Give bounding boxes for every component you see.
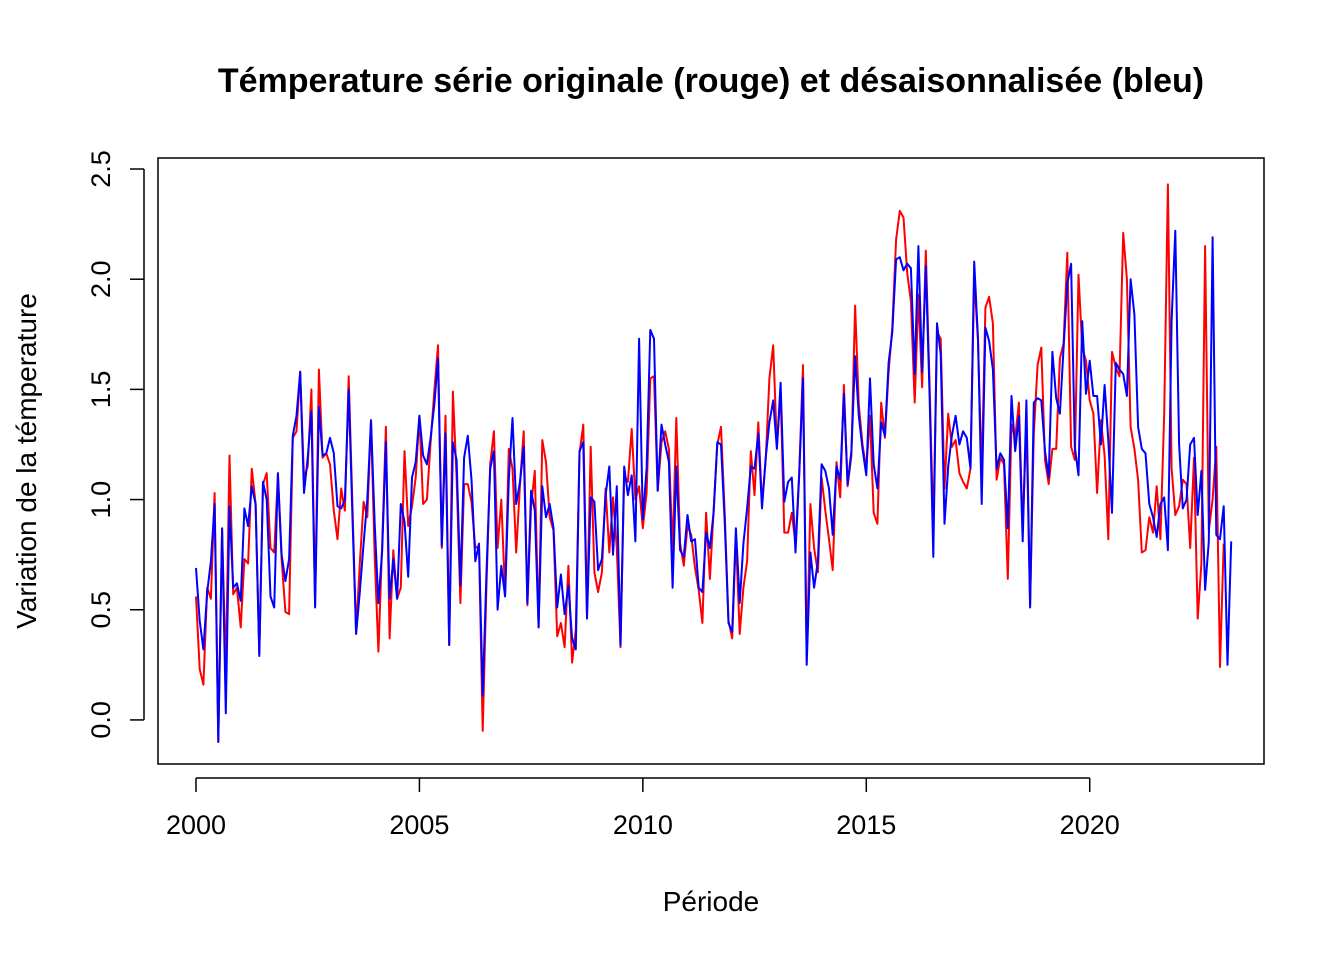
y-tick-label: 1.0	[86, 481, 116, 519]
x-axis-label: Période	[663, 886, 760, 917]
y-tick-label: 1.5	[86, 371, 116, 409]
y-tick-label: 0.0	[86, 701, 116, 739]
x-tick-label: 2010	[613, 810, 673, 840]
x-axis: 2000 2005 2010 2015 2020	[166, 777, 1120, 840]
y-tick-label: 0.5	[86, 591, 116, 629]
series-line-blue	[195, 229, 1233, 743]
x-tick-label: 2000	[166, 810, 226, 840]
x-tick-label: 2005	[389, 810, 449, 840]
plot-frame	[157, 157, 1265, 765]
y-axis: 0.0 0.5 1.0 1.5 2.0 2.5	[86, 150, 145, 739]
y-tick-label: 2.5	[86, 150, 116, 188]
series-line-red	[195, 183, 1225, 743]
y-tick-label: 2.0	[86, 260, 116, 298]
chart-title: Témperature série originale (rouge) et d…	[218, 62, 1204, 100]
series-layer	[195, 183, 1233, 743]
x-tick-label: 2015	[836, 810, 896, 840]
x-tick-label: 2020	[1060, 810, 1120, 840]
y-axis-label: Variation de la témperature	[11, 293, 42, 629]
